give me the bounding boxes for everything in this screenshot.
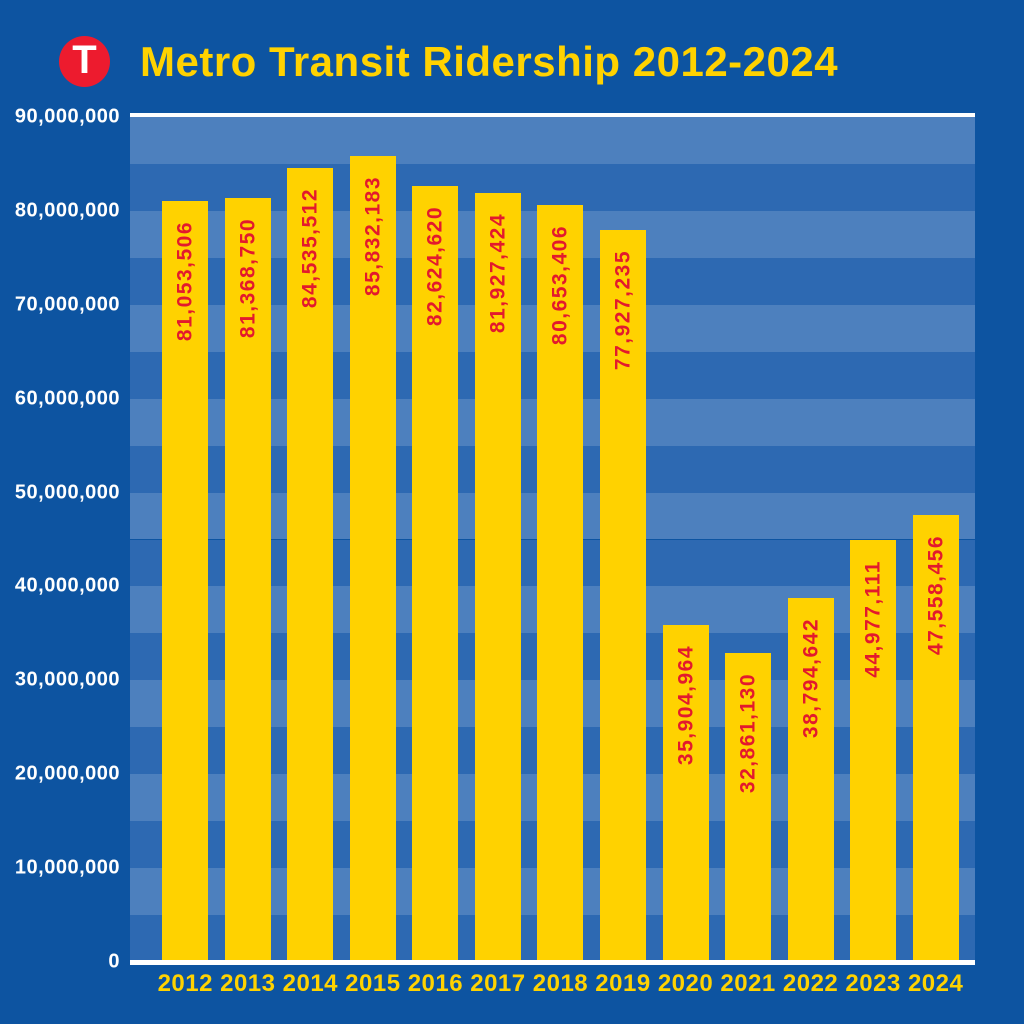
bar-slot: 44,977,111	[842, 117, 905, 962]
bar-slot: 38,794,642	[779, 117, 842, 962]
header: T Metro Transit Ridership 2012-2024	[59, 36, 838, 87]
bar-value-label: 80,653,406	[548, 224, 572, 345]
bar-value-label: 81,368,750	[236, 218, 260, 339]
y-tick-label: 30,000,000	[14, 668, 120, 691]
bar-2023: 44,977,111	[850, 539, 897, 962]
bar-value-label: 35,904,964	[674, 644, 698, 766]
bar-slot: 81,368,750	[217, 117, 280, 962]
bar-value-label: 77,927,235	[611, 250, 635, 371]
bar-value-label: 32,861,130	[736, 673, 760, 794]
x-tick-label-2014: 2014	[282, 970, 339, 997]
x-tick-label-2018: 2018	[532, 970, 589, 997]
bar-2015: 85,832,183	[349, 156, 396, 962]
bar-2018: 80,653,406	[537, 204, 584, 962]
bar-slot: 81,053,506	[154, 117, 217, 962]
bar-2016: 82,624,620	[412, 186, 459, 962]
x-axis-line	[130, 960, 975, 965]
bar-slot: 80,653,406	[529, 117, 592, 962]
x-tick-label-2016: 2016	[407, 970, 464, 997]
bar-value-label: 84,535,512	[298, 188, 322, 309]
x-tick-label-2019: 2019	[595, 970, 651, 997]
plot-top-border	[130, 113, 975, 117]
x-tick-label-2013: 2013	[220, 970, 276, 997]
bar-slot: 84,535,512	[279, 117, 342, 962]
x-tick-label-2012: 2012	[157, 970, 213, 997]
bar-slot: 35,904,964	[654, 117, 717, 962]
x-tick-label-2021: 2021	[720, 970, 776, 997]
bar-value-label: 47,558,456	[924, 535, 948, 656]
plot-band	[130, 163, 975, 211]
y-tick-label: 40,000,000	[14, 574, 120, 597]
x-tick-label-2020: 2020	[657, 970, 714, 997]
logo-letter-t: T	[72, 37, 97, 82]
bar-value-label: 85,832,183	[361, 176, 385, 297]
x-tick-label-2022: 2022	[782, 970, 839, 997]
bar-2021: 32,861,130	[725, 653, 772, 962]
bar-2019: 77,927,235	[599, 230, 646, 962]
x-tick-label-2023: 2023	[845, 970, 901, 997]
bar-2022: 38,794,642	[787, 597, 834, 962]
bars-container: 81,053,506 81,368,750 84,535,512 85,832,183…	[130, 117, 975, 962]
y-tick-label: 20,000,000	[14, 762, 120, 785]
y-tick-label: 90,000,000	[14, 105, 120, 128]
bar-slot: 47,558,456	[904, 117, 967, 962]
bar-2012: 81,053,506	[162, 201, 209, 962]
x-tick-label-2015: 2015	[345, 970, 401, 997]
bar-value-label: 81,053,506	[173, 221, 197, 342]
y-tick-label: 60,000,000	[14, 387, 120, 410]
x-axis-labels: 2012 2013 2014 2015 2016 2017 2018 2019 2020 2021…	[130, 970, 975, 998]
bar-slot: 81,927,424	[467, 117, 530, 962]
bar-slot: 82,624,620	[404, 117, 467, 962]
y-tick-label: 50,000,000	[14, 481, 120, 504]
bar-2017: 81,927,424	[474, 192, 521, 962]
plot-area: 81,053,506 81,368,750 84,535,512 85,832,183…	[130, 113, 975, 965]
bar-slot: 77,927,235	[592, 117, 655, 962]
bar-value-label: 44,977,111	[861, 559, 885, 678]
bar-value-label: 38,794,642	[799, 617, 823, 738]
bar-value-label: 82,624,620	[423, 206, 447, 327]
y-tick-label: 80,000,000	[14, 199, 120, 222]
bar-2020: 35,904,964	[662, 624, 709, 962]
bar-2014: 84,535,512	[287, 168, 334, 962]
x-tick-label-2024: 2024	[907, 970, 964, 997]
chart-title: Metro Transit Ridership 2012-2024	[140, 37, 839, 85]
bar-2013: 81,368,750	[224, 198, 271, 962]
plot-band	[130, 117, 975, 164]
x-tick-label-2017: 2017	[470, 970, 526, 997]
y-tick-label: 0	[108, 950, 120, 973]
bar-slot: 85,832,183	[342, 117, 405, 962]
bar-value-label: 81,927,424	[486, 212, 510, 333]
bar-slot: 32,861,130	[717, 117, 780, 962]
y-tick-label: 70,000,000	[14, 293, 120, 316]
y-tick-label: 10,000,000	[14, 856, 120, 879]
bar-2024: 47,558,456	[912, 515, 959, 962]
metro-transit-logo: T	[59, 36, 110, 87]
